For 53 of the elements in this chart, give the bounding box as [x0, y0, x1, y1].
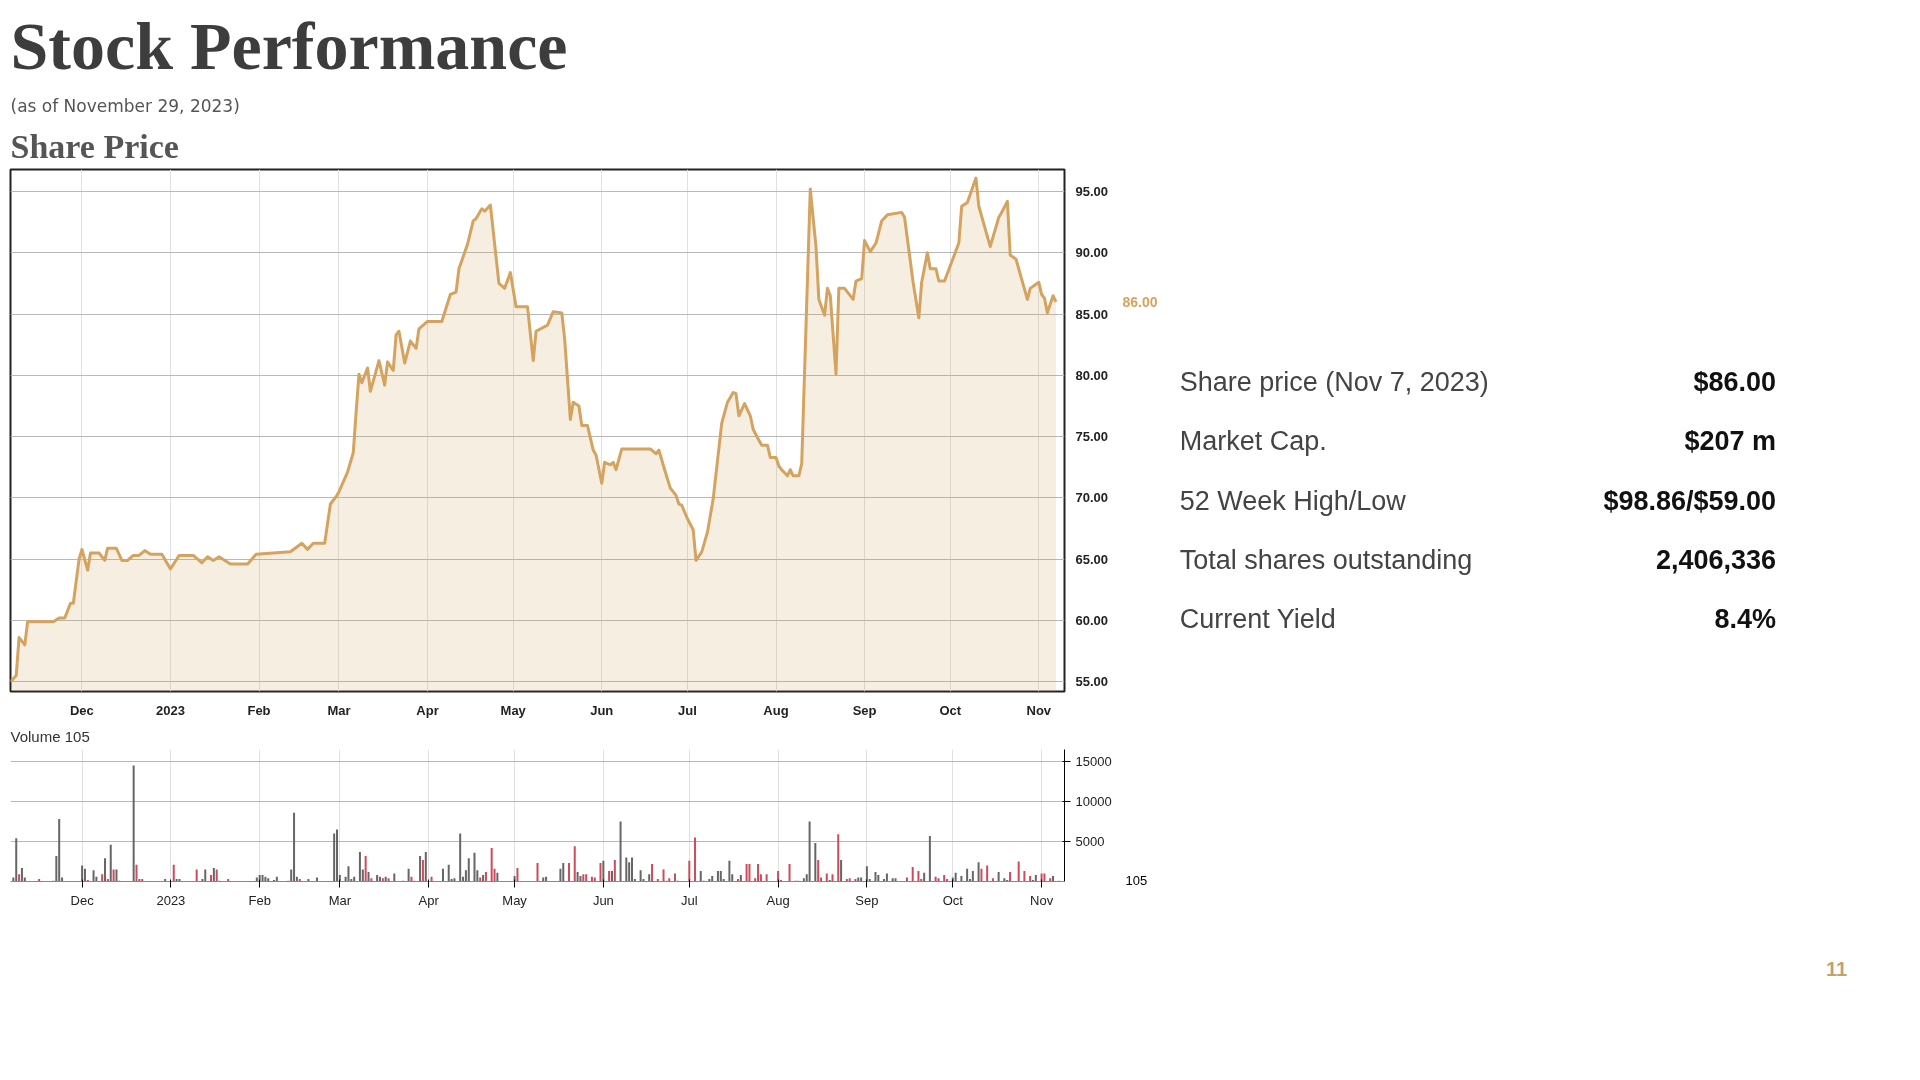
x-tick-label: Jun	[592, 892, 614, 908]
y-tick-label: 60.00	[1075, 612, 1109, 628]
text: 11	[1825, 957, 1848, 980]
x-tick-label: Aug	[766, 892, 790, 908]
x-tick-label: Nov	[1030, 892, 1054, 908]
text: Market Cap.	[1179, 426, 1327, 457]
x-tick-label: Sep	[852, 702, 877, 718]
y-tick-label: 10000	[1075, 794, 1112, 809]
x-tick-label: 2023	[156, 702, 185, 718]
y-tick-label: 65.00	[1075, 551, 1109, 567]
text: 8.4%	[1714, 604, 1777, 635]
chart-subtitle: (as of November 29, 2023)	[10, 95, 240, 116]
y-tick-label: 75.00	[1075, 429, 1109, 445]
x-tick-label: May	[502, 892, 528, 908]
x-tick-label: Dec	[70, 892, 95, 908]
x-tick-label: Apr	[416, 702, 439, 718]
chart-title: Stock Performance	[10, 7, 568, 84]
x-tick-label: Sep	[855, 892, 879, 908]
x-tick-label: Jul	[678, 702, 697, 718]
x-tick-label: Dec	[69, 702, 94, 718]
y-tick-label: 85.00	[1075, 306, 1109, 322]
y-tick-label: 15000	[1075, 754, 1112, 769]
text: 2,406,336	[1655, 545, 1777, 576]
x-tick-label: Apr	[418, 892, 440, 908]
text: 105	[1125, 873, 1148, 889]
text: Current Yield	[1179, 604, 1336, 635]
x-tick-label: Nov	[1026, 702, 1052, 718]
text: Total shares outstanding	[1179, 544, 1473, 575]
x-tick-label: Jun	[590, 702, 614, 718]
x-tick-label: Feb	[248, 892, 271, 908]
y-tick-label: 55.00	[1075, 674, 1109, 690]
text: Share Price	[10, 127, 179, 165]
y-tick-label: 80.00	[1075, 367, 1109, 383]
text: 52 Week High/Low	[1179, 485, 1407, 516]
x-tick-label: Mar	[327, 702, 351, 718]
x-tick-label: 2023	[156, 892, 186, 908]
chart-title: Volume 105	[10, 727, 90, 745]
text: Share price (Nov 7, 2023)	[1179, 366, 1489, 397]
y-tick-label: 95.00	[1075, 184, 1109, 200]
y-tick-label: 5000	[1075, 834, 1105, 849]
x-tick-label: Oct	[942, 892, 964, 908]
x-tick-label: Jul	[680, 892, 698, 908]
text: $98.86/$59.00	[1603, 485, 1777, 516]
x-tick-label: Aug	[763, 702, 789, 718]
x-tick-label: Feb	[247, 702, 271, 718]
y-tick-label: 70.00	[1075, 490, 1109, 506]
x-tick-label: Mar	[328, 892, 352, 908]
x-tick-label: May	[500, 702, 527, 718]
text: $207 m	[1684, 426, 1777, 457]
text: 86.00	[1122, 293, 1158, 310]
y-tick-label: 90.00	[1075, 245, 1109, 261]
x-tick-label: Oct	[939, 702, 962, 718]
text: $86.00	[1693, 366, 1777, 397]
